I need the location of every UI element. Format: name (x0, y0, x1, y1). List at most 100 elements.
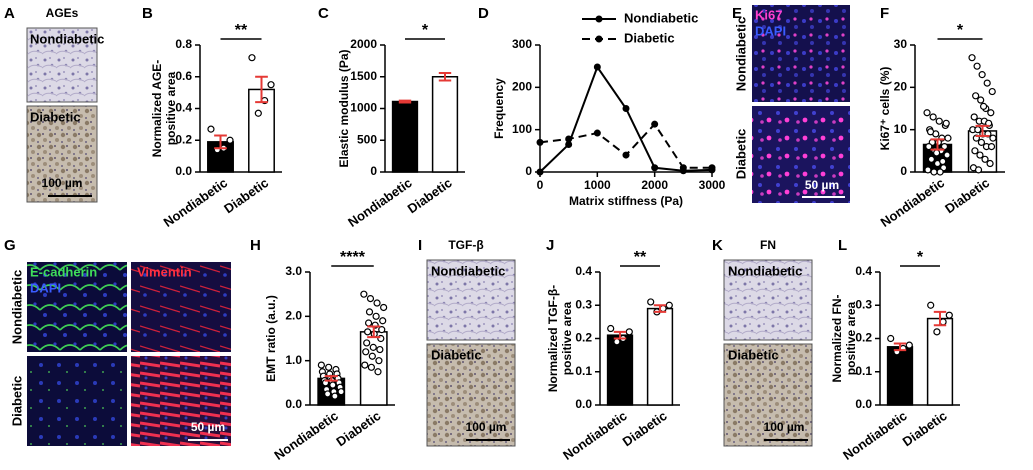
data-point (968, 54, 976, 62)
data-point (373, 299, 381, 307)
y-tick-label: 0.4 (175, 101, 192, 115)
micrograph (26, 105, 98, 203)
data-point (536, 168, 544, 176)
panel-letter: J (546, 237, 554, 254)
y-tick-label: 0.1 (855, 364, 872, 378)
y-tick-label: 0.0 (285, 397, 302, 411)
y-tick-label: 0.4 (575, 264, 592, 278)
y-tick-label: 1.0 (285, 353, 302, 367)
data-point (945, 311, 953, 319)
y-tick-label: 0.3 (855, 297, 872, 311)
error-bar (324, 375, 338, 382)
y-tick-label: 0.2 (575, 331, 592, 345)
row-label: Nondiabetic (9, 270, 24, 344)
panel-letter: K (712, 237, 723, 254)
stain-label: Vimentin (137, 264, 192, 279)
micrograph (723, 343, 813, 447)
y-tick-label: 0.2 (855, 331, 872, 345)
data-point (651, 164, 659, 172)
bar (886, 346, 914, 406)
panel-letter: I (418, 237, 422, 254)
y-tick-label: 1000 (350, 101, 377, 115)
x-tick-label: Diabetic (333, 408, 383, 449)
x-axis-label: Matrix stiffness (Pa) (569, 194, 683, 208)
x-tick-label: 2000 (641, 178, 668, 192)
micrograph (752, 106, 850, 203)
x-tick-label: Nondiabetic (271, 408, 341, 463)
data-point (974, 126, 982, 134)
data-point (536, 138, 544, 146)
image-label: Nondiabetic (431, 263, 505, 278)
y-tick-label: 0 (900, 164, 907, 178)
data-point (368, 352, 376, 360)
y-tick-label: 0.8 (175, 37, 192, 51)
y-tick-label: 0.0 (575, 397, 592, 411)
data-point (936, 168, 944, 176)
x-tick-label: Diabetic (221, 175, 271, 216)
stain-label: DAPI (30, 280, 61, 295)
data-point (933, 149, 941, 157)
image-title: TGF-β (448, 238, 483, 252)
y-tick-label: 300 (512, 37, 532, 51)
micrograph (26, 27, 98, 103)
y-tick-label: 3.0 (285, 264, 302, 278)
data-point (939, 157, 947, 166)
data-point (379, 317, 387, 325)
panel-letter: F (880, 5, 889, 22)
panel-letter: L (838, 237, 847, 254)
significance-label: ** (235, 22, 248, 39)
image-label: Diabetic (728, 347, 779, 362)
data-point (970, 113, 978, 121)
legend-marker (595, 35, 603, 43)
data-point (372, 312, 380, 320)
panel-letter: B (142, 5, 153, 22)
y-tick-label: 0.6 (175, 69, 192, 83)
stain-label: Ki67 (755, 7, 782, 22)
micrograph (426, 259, 516, 341)
data-point (374, 368, 382, 376)
data-point (974, 166, 983, 174)
error-bar (255, 75, 268, 104)
error-bar (975, 124, 990, 138)
image-label: Diabetic (30, 109, 81, 124)
y-tick-label: 10 (894, 122, 908, 136)
data-point (942, 119, 950, 127)
micrograph (131, 356, 231, 446)
data-point (625, 328, 633, 336)
bar (646, 307, 674, 406)
error-bar (214, 134, 227, 150)
y-tick-label: 0.2 (175, 132, 192, 146)
data-point (927, 155, 935, 163)
legend-label: Diabetic (624, 30, 675, 45)
data-point (973, 62, 981, 70)
data-point (651, 120, 659, 128)
data-point (622, 105, 630, 112)
data-point (613, 338, 621, 346)
data-point (989, 134, 997, 142)
y-tick-label: 0 (525, 164, 532, 178)
significance-label: **** (340, 249, 366, 266)
bar (431, 76, 459, 173)
data-point (905, 341, 913, 349)
data-point (926, 128, 935, 136)
error-bar (367, 325, 381, 339)
bar (248, 88, 275, 173)
y-tick-label: 500 (357, 132, 377, 146)
micrograph (131, 262, 231, 352)
scale-label: 50 µm (191, 420, 225, 434)
data-point (647, 298, 655, 306)
significance-label: * (917, 249, 924, 266)
data-point (927, 301, 935, 309)
x-tick-label: 3000 (699, 178, 726, 192)
data-point (324, 390, 332, 398)
data-point (367, 363, 375, 371)
y-axis-label: positive area (560, 301, 574, 375)
data-point (248, 54, 256, 62)
data-point (933, 328, 941, 336)
data-point (267, 81, 275, 89)
data-point (976, 151, 984, 159)
panel-letter: E (732, 5, 742, 22)
data-point (987, 109, 995, 117)
data-point (565, 135, 573, 143)
